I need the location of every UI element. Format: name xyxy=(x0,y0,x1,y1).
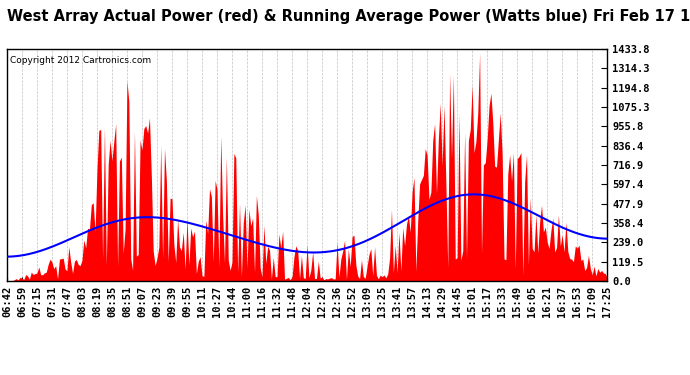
Text: Copyright 2012 Cartronics.com: Copyright 2012 Cartronics.com xyxy=(10,56,151,65)
Text: West Array Actual Power (red) & Running Average Power (Watts blue) Fri Feb 17 17: West Array Actual Power (red) & Running … xyxy=(7,9,690,24)
